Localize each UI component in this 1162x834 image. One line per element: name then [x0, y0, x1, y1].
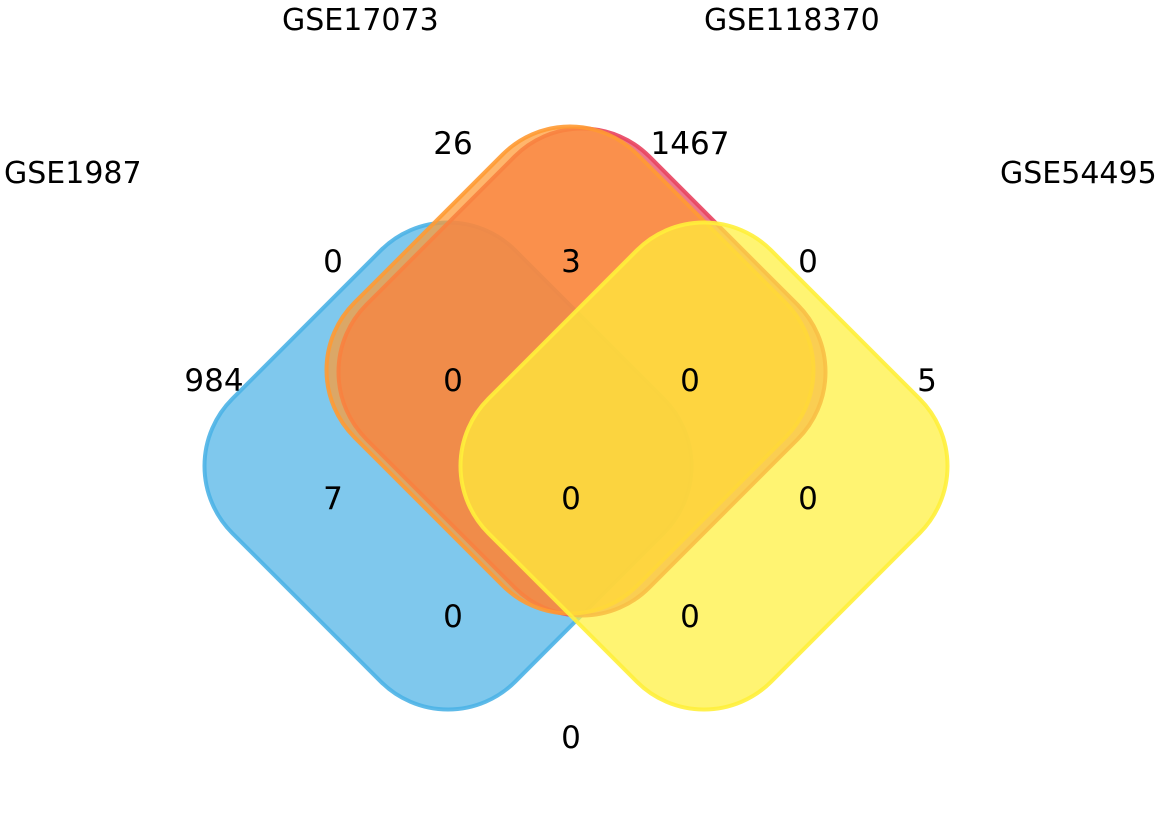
count-gse1987-gse118370-gse54495: 0: [443, 599, 463, 635]
count-only-gse118370: 1467: [651, 126, 730, 162]
count-gse1987-gse17073-gse54495: 0: [680, 599, 700, 635]
count-gse1987-gse54495: 0: [561, 720, 581, 756]
count-all-four: 0: [561, 481, 581, 517]
count-gse1987-gse17073: 0: [323, 244, 343, 280]
count-gse1987-gse118370: 7: [323, 481, 343, 517]
count-gse118370-gse54495: 0: [798, 244, 818, 280]
count-only-gse17073: 26: [433, 126, 472, 162]
count-gse1987-gse17073-gse118370: 0: [443, 363, 463, 399]
set-label-gse1987: GSE1987: [4, 156, 142, 191]
count-gse17073-gse118370-gse54495: 0: [680, 363, 700, 399]
set-label-gse54495: GSE54495: [1000, 156, 1157, 191]
count-only-gse1987: 984: [184, 363, 243, 399]
set-label-gse118370: GSE118370: [704, 3, 880, 38]
set-shape-gse54495: [458, 220, 950, 712]
count-gse17073-gse118370: 3: [561, 244, 581, 280]
count-gse17073-gse54495: 0: [798, 481, 818, 517]
set-label-gse17073: GSE17073: [282, 3, 439, 38]
count-only-gse54495: 5: [917, 363, 937, 399]
